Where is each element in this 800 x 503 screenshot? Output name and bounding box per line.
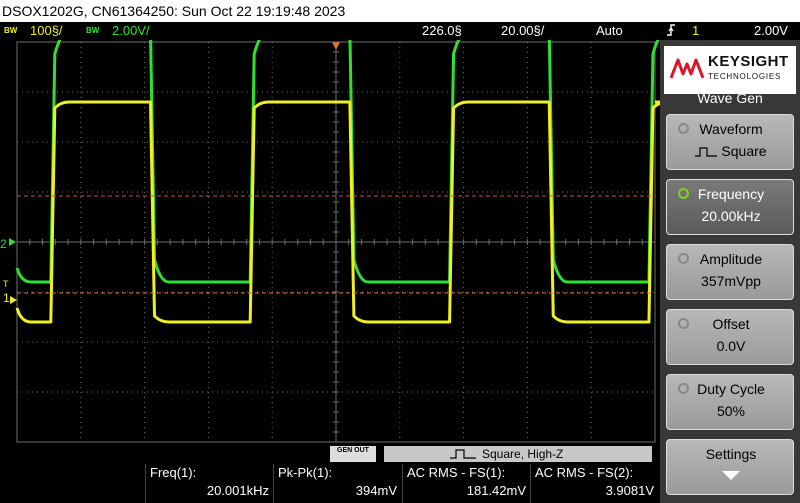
softkey-label: Duty Cycle bbox=[697, 381, 765, 397]
trigger-position-marker[interactable] bbox=[332, 42, 340, 50]
softkey-label: Waveform bbox=[699, 121, 763, 137]
softkey-value: 357mVpp bbox=[701, 273, 761, 289]
scope-display[interactable]: 2 1 T bbox=[0, 40, 660, 444]
wavegen-status-bar: GEN OUT Square, High-Z bbox=[0, 444, 660, 464]
softkey-offset[interactable]: Offset 0.0V bbox=[666, 309, 794, 365]
softkey-value: Square bbox=[667, 143, 795, 159]
ch1-waveform bbox=[15, 100, 660, 324]
rising-edge-icon bbox=[666, 22, 676, 43]
measurement-value: 3.9081V bbox=[605, 483, 654, 498]
softkey-label: Settings bbox=[705, 446, 757, 462]
trigger-status[interactable]: 1 2.00V bbox=[660, 22, 800, 40]
knob-icon bbox=[678, 383, 689, 394]
status-bar: BW 100§/ BW 2.00V/ 226.0§ 20.00§/ Auto bbox=[0, 22, 660, 40]
brand-name: KEYSIGHT bbox=[708, 53, 789, 70]
softkey-value-text: Square bbox=[721, 143, 767, 159]
trigger-source: 1 bbox=[692, 23, 700, 38]
measurement-value: 181.42mV bbox=[466, 483, 526, 498]
chevron-down-icon bbox=[667, 468, 795, 485]
softkey-value: 50% bbox=[716, 403, 746, 419]
ch2-ground-label: 2 bbox=[0, 237, 7, 251]
softkey-waveform[interactable]: Waveform Square bbox=[666, 114, 794, 170]
ch2-bw-limit-badge: BW bbox=[86, 26, 100, 35]
menu-title: Wave Gen bbox=[697, 90, 763, 106]
window-title: DSOX1202G, CN61364250: Sun Oct 22 19:19:… bbox=[0, 0, 800, 22]
measurement-freq[interactable]: Freq(1): 20.001kHz bbox=[145, 464, 273, 503]
measurement-bar: Freq(1): 20.001kHz Pk-Pk(1): 394mV AC RM… bbox=[0, 464, 660, 503]
measurement-value: 20.001kHz bbox=[206, 483, 269, 498]
measurement-value: 394mV bbox=[355, 483, 397, 498]
softkey-label: Frequency bbox=[697, 186, 765, 202]
knob-icon bbox=[678, 253, 689, 264]
measurement-label: AC RMS - FS(2): bbox=[535, 465, 634, 480]
graticule-grid bbox=[16, 41, 656, 443]
softkey-amplitude[interactable]: Amplitude 357mVpp bbox=[666, 244, 794, 300]
measurement-ac-rms-1[interactable]: AC RMS - FS(1): 181.42mV bbox=[402, 464, 530, 503]
keysight-logo: KEYSIGHT TECHNOLOGIES bbox=[664, 46, 796, 94]
ch2-waveform bbox=[15, 40, 660, 284]
knob-icon bbox=[678, 188, 689, 199]
gen-out-button[interactable]: GEN OUT bbox=[330, 446, 376, 462]
ch1-bw-limit-badge: BW bbox=[4, 26, 18, 35]
brand-subtitle: TECHNOLOGIES bbox=[708, 72, 782, 81]
softkey-label: Offset bbox=[712, 316, 750, 332]
ch1-ground-label: 1 bbox=[3, 291, 10, 305]
softkey-value: 20.00kHz bbox=[701, 208, 761, 224]
wavegen-status: Square, High-Z bbox=[384, 446, 652, 462]
trigger-level: 2.00V bbox=[754, 23, 788, 38]
softkey-frequency[interactable]: Frequency 20.00kHz bbox=[666, 179, 794, 235]
ch2-ground-marker[interactable]: 2 bbox=[0, 237, 16, 251]
time-scale[interactable]: 20.00§/ bbox=[501, 23, 545, 38]
softkey-settings[interactable]: Settings bbox=[666, 439, 794, 495]
trigger-mode[interactable]: Auto bbox=[596, 23, 623, 38]
softkey-label: Amplitude bbox=[699, 251, 763, 267]
knob-icon bbox=[678, 318, 689, 329]
square-wave-icon bbox=[450, 449, 476, 459]
softkey-duty-cycle[interactable]: Duty Cycle 50% bbox=[666, 374, 794, 430]
measurement-label: AC RMS - FS(1): bbox=[407, 465, 506, 480]
ch1-ground-marker[interactable]: 1 T bbox=[3, 279, 17, 305]
measurement-pk-pk[interactable]: Pk-Pk(1): 394mV bbox=[273, 464, 401, 503]
wavegen-status-text: Square, High-Z bbox=[482, 447, 564, 461]
keysight-wave-icon bbox=[670, 58, 704, 79]
square-wave-icon bbox=[695, 147, 718, 157]
softkey-value: 0.0V bbox=[716, 338, 746, 354]
trigger-level-marker-label: T bbox=[3, 279, 9, 289]
measurement-ac-rms-2[interactable]: AC RMS - FS(2): 3.9081V bbox=[530, 464, 658, 503]
ch1-scale[interactable]: 100§/ bbox=[30, 23, 63, 38]
softkey-panel: KEYSIGHT TECHNOLOGIES Wave Gen Waveform … bbox=[660, 40, 800, 503]
measurement-label: Pk-Pk(1): bbox=[278, 465, 333, 480]
time-delay[interactable]: 226.0§ bbox=[422, 23, 462, 38]
measurement-label: Freq(1): bbox=[150, 465, 197, 480]
ch2-scale[interactable]: 2.00V/ bbox=[112, 23, 150, 38]
knob-icon bbox=[678, 123, 689, 134]
